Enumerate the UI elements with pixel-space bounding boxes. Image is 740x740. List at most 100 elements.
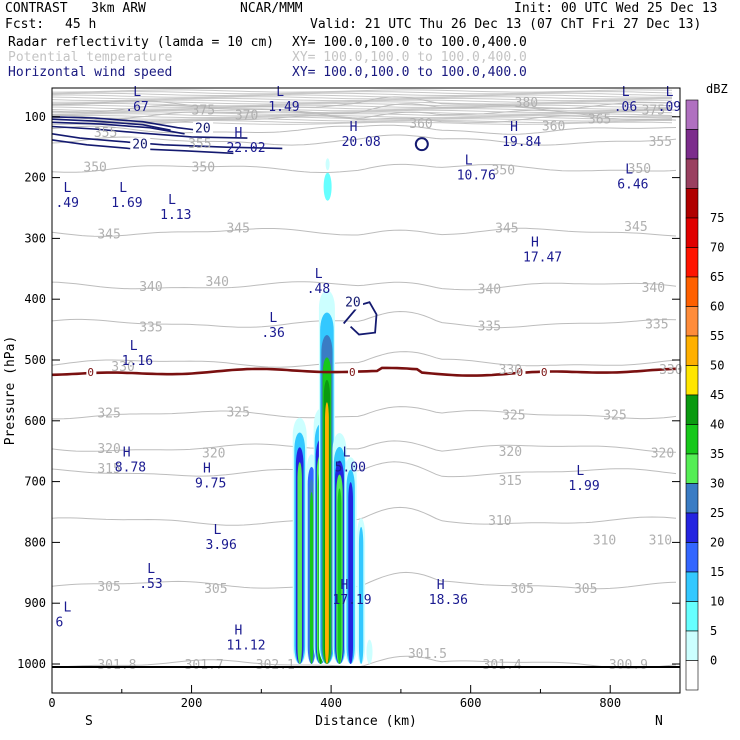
- wind-extremum-marker: H: [123, 445, 131, 460]
- wind-extremum-marker: L: [168, 193, 176, 208]
- x-axis-label: Distance (km): [315, 714, 417, 729]
- reflectivity-cell: [324, 402, 329, 664]
- wind-extremum-marker: L: [147, 562, 155, 577]
- model-title: CONTRAST 3km ARW: [5, 1, 146, 16]
- colorbar-label: 45: [710, 388, 724, 402]
- theta-label: 350: [83, 161, 106, 176]
- colorbar-label: 0: [710, 654, 717, 668]
- reflectivity-cell: [366, 639, 373, 664]
- wind-extremum-marker: H: [437, 578, 445, 593]
- y-axis-label: Pressure (hPa): [3, 336, 18, 446]
- field-wind-name: Horizontal wind speed: [8, 65, 173, 80]
- theta-label: 375: [642, 104, 665, 119]
- theta-dense-line: [52, 96, 673, 100]
- theta-label: 325: [97, 406, 120, 421]
- wind-extremum-marker: L: [130, 339, 138, 354]
- wind-extremum-value: .48: [307, 282, 330, 297]
- theta-label: 345: [624, 220, 647, 235]
- wind-extremum-value: .06: [614, 100, 637, 115]
- colorbar-swatch: [685, 660, 699, 691]
- wind-extremum-value: .09: [658, 100, 681, 115]
- theta-contour-375: [52, 103, 676, 114]
- wind-extremum-value: 1.13: [160, 208, 191, 223]
- theta-contour-380: [52, 96, 676, 110]
- field-reflectivity-xy: XY= 100.0,100.0 to 100.0,400.0: [292, 35, 527, 50]
- theta-dense-line: [52, 99, 673, 103]
- theta-dense-line: [52, 103, 673, 107]
- y-tick-label: 500: [24, 353, 46, 367]
- theta-label: 365: [588, 113, 611, 128]
- wind-extremum-marker: L: [63, 181, 71, 196]
- y-tick-label: 900: [24, 596, 46, 610]
- colorbar-label: 50: [710, 359, 724, 373]
- south-label: S: [85, 714, 93, 729]
- theta-label: 340: [478, 282, 501, 297]
- wind-extrema-labels: L.67L1.49L.06L.09H22.02H20.08H19.84L10.7…: [55, 85, 681, 654]
- wind-extremum-value: 17.19: [333, 593, 372, 608]
- wind-extremum-value: .67: [125, 100, 148, 115]
- wind-extremum-value: .49: [55, 196, 78, 211]
- y-tick-label: 200: [24, 171, 46, 185]
- theta-contour-320: [52, 440, 676, 453]
- freezing-label-bg: [515, 366, 526, 378]
- theta-label: 360: [542, 119, 565, 134]
- init-time: Init: 00 UTC Wed 25 Dec 13: [514, 1, 718, 16]
- center-label: NCAR/MMM: [240, 1, 303, 16]
- theta-label: 305: [510, 582, 533, 597]
- theta-contour-340: [52, 281, 677, 291]
- theta-label: 335: [645, 318, 668, 333]
- colorbar-swatch: [685, 542, 699, 573]
- wind-contour-label: 20: [195, 122, 211, 137]
- wind-extremum-value: 10.76: [457, 168, 496, 183]
- theta-dense-line: [52, 104, 673, 108]
- theta-label: 325: [226, 406, 249, 421]
- theta-label: 345: [495, 221, 518, 236]
- theta-label: 345: [97, 228, 120, 243]
- theta-label: 320: [202, 446, 225, 461]
- theta-label: 320: [499, 445, 522, 460]
- y-tick-label: 700: [24, 475, 46, 489]
- theta-contour-325: [52, 406, 677, 420]
- theta-label: 300.9: [609, 658, 648, 673]
- colorbar-label: 35: [710, 447, 724, 461]
- theta-label: 380: [515, 96, 538, 111]
- theta-dense-line: [52, 121, 673, 125]
- theta-label: 320: [651, 446, 674, 461]
- colorbar-swatch: [685, 601, 699, 632]
- y-tick-label: 800: [24, 535, 46, 549]
- wind-contour-label: 20: [345, 295, 361, 310]
- theta-label: 315: [499, 474, 522, 489]
- freezing-line-label: 0: [517, 366, 524, 379]
- wind-extremum-value: 22.02: [226, 141, 265, 156]
- colorbar-swatch: [685, 129, 699, 160]
- theta-dense-line: [52, 97, 673, 102]
- wind-contour: [414, 137, 429, 152]
- theta-contour-315: [52, 461, 677, 478]
- wind-contour: [52, 139, 234, 155]
- forecast-label: Fcst:: [5, 17, 45, 32]
- colorbar-swatch: [685, 365, 699, 396]
- y-tick-label: 1000: [17, 657, 46, 671]
- wind-extremum-value: 3.96: [206, 538, 237, 553]
- theta-label: 335: [478, 319, 501, 334]
- freezing-line-label: 0: [541, 366, 548, 379]
- theta-label: 305: [97, 580, 120, 595]
- wind-extremum-marker: L: [276, 85, 284, 100]
- wind-extremum-marker: H: [350, 120, 358, 135]
- wind-extremum-value: 1.49: [268, 100, 299, 115]
- wind-extremum-marker: L: [666, 85, 674, 100]
- wind-extremum-marker: H: [531, 236, 539, 251]
- colorbar-label: 30: [710, 477, 724, 491]
- forecast-hours: 45 h: [65, 17, 97, 32]
- colorbar-swatch: [685, 512, 699, 543]
- wind-extremum-marker: H: [510, 120, 518, 135]
- wind-extremum-marker: H: [203, 462, 211, 477]
- wind-extremum-marker: L: [119, 181, 127, 196]
- theta-dense-line: [52, 108, 673, 112]
- colorbar-label: 15: [710, 565, 724, 579]
- freezing-label-bg: [86, 366, 97, 378]
- theta-label: 302.1: [256, 658, 295, 673]
- field-theta-name: Potential temperature: [8, 50, 173, 65]
- wind-extremum-value: .36: [261, 326, 284, 341]
